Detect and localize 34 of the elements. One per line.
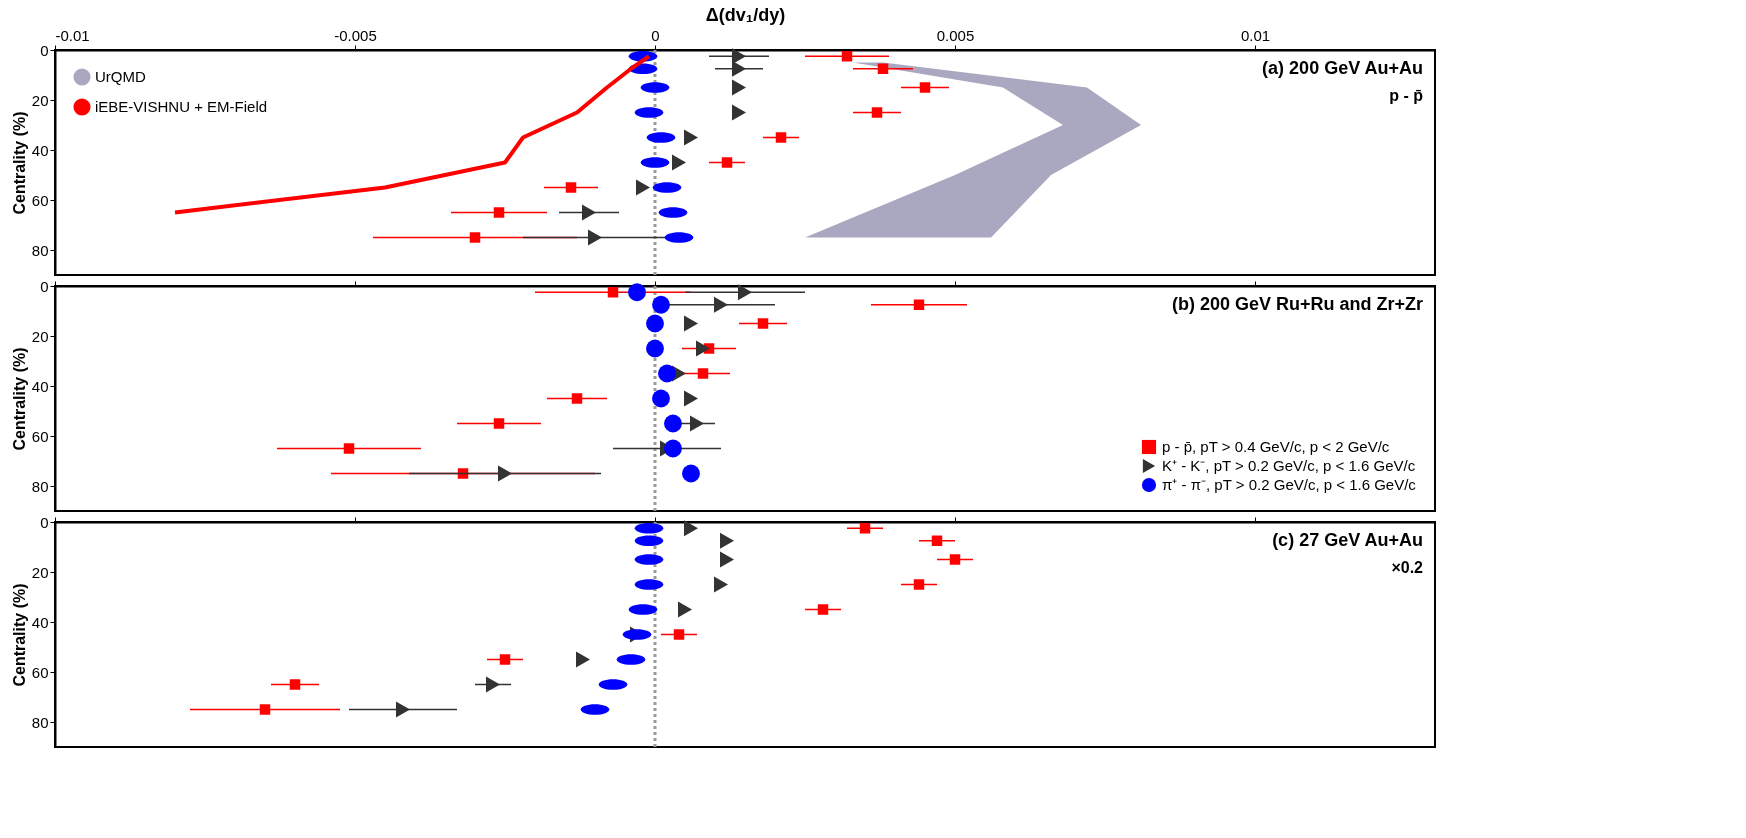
- annotation: p - p̄: [1389, 87, 1424, 104]
- x-tick-label: 0.005: [936, 26, 975, 44]
- y-tick-label: 40: [31, 377, 49, 395]
- y-tick-label: 20: [31, 91, 49, 109]
- y-tick-label: 80: [31, 477, 49, 495]
- y-tick-label: 20: [31, 327, 49, 345]
- y-tick-label: 60: [31, 427, 49, 445]
- x-axis-title: Δ(dv₁/dy): [705, 4, 786, 25]
- y-tick-label: 60: [31, 191, 49, 209]
- y-axis-title: Centrality (%): [10, 347, 28, 451]
- annotation: (a) 200 GeV Au+Au: [1262, 58, 1423, 78]
- y-tick-label: 80: [31, 241, 49, 259]
- legend-label: iEBE-VISHNU + EM-Field: [95, 98, 268, 115]
- legend-label: K⁺ - K⁻, pT > 0.2 GeV/c, p < 1.6 GeV/c: [1162, 457, 1416, 474]
- annotation: (c) 27 GeV Au+Au: [1272, 530, 1423, 550]
- legend-label: p - p̄, pT > 0.4 GeV/c, p < 2 GeV/c: [1162, 438, 1390, 455]
- y-tick-label: 0: [40, 513, 49, 531]
- y-tick-label: 20: [31, 563, 49, 581]
- x-tick-label: -0.005: [334, 26, 377, 44]
- y-tick-label: 40: [31, 141, 49, 159]
- y-tick-label: 60: [31, 663, 49, 681]
- y-tick-label: 40: [31, 613, 49, 631]
- y-tick-label: 80: [31, 713, 49, 731]
- y-tick-label: 0: [40, 277, 49, 295]
- annotation: ×0.2: [1391, 559, 1424, 576]
- annotation: (b) 200 GeV Ru+Ru and Zr+Zr: [1171, 294, 1423, 314]
- y-axis-title: Centrality (%): [10, 583, 28, 687]
- x-tick-label: 0: [651, 26, 660, 44]
- x-tick-label: 0.01: [1240, 26, 1271, 44]
- legend-label: π⁺ - π⁻, pT > 0.2 GeV/c, p < 1.6 GeV/c: [1162, 476, 1417, 493]
- legend-label: UrQMD: [95, 68, 146, 85]
- y-axis-title: Centrality (%): [10, 111, 28, 215]
- x-tick-label: -0.01: [55, 26, 90, 44]
- y-tick-label: 0: [40, 41, 49, 59]
